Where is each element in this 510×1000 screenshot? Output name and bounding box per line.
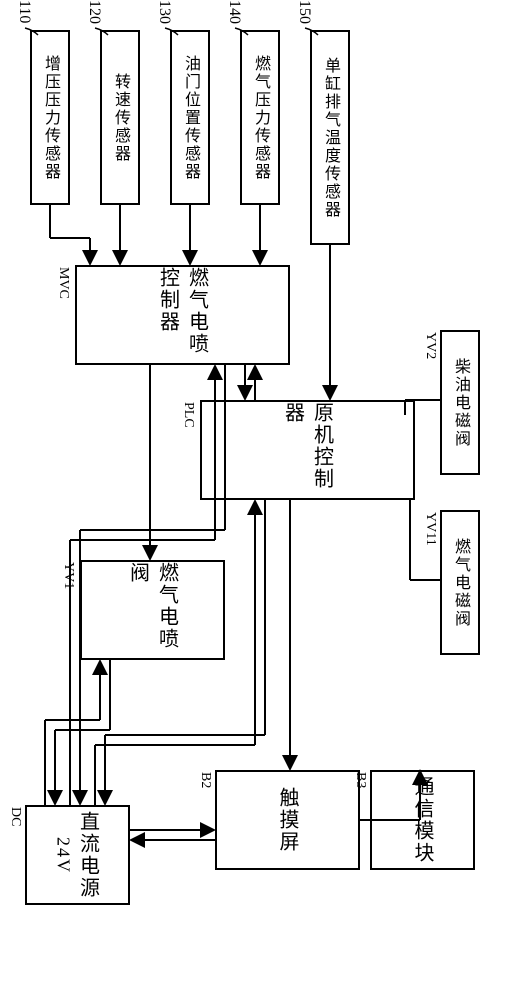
node-label: 燃气压力传感器 bbox=[248, 55, 272, 181]
node-label: 增压压力传感器 bbox=[38, 55, 62, 181]
node-sublabel: 24V bbox=[53, 837, 74, 874]
refnum-120: 120 bbox=[85, 0, 103, 24]
yv1-tag: YV1 bbox=[60, 562, 76, 589]
plc-tag: PLC bbox=[180, 402, 196, 428]
node-label: 柴油电磁阀 bbox=[448, 358, 472, 448]
yv11-tag: YV11 bbox=[422, 512, 438, 546]
dc-tag: DC bbox=[7, 807, 23, 826]
sensor-gas-pressure: 燃气压力传感器 bbox=[240, 30, 280, 205]
b2-tag: B2 bbox=[197, 772, 213, 788]
sensor-boost-pressure: 增压压力传感器 bbox=[30, 30, 70, 205]
node-label: 油门位置传感器 bbox=[178, 55, 202, 181]
node-label: 触摸屏 bbox=[273, 787, 302, 853]
refnum-110: 110 bbox=[15, 0, 33, 23]
gas-solenoid-valve: 燃气电磁阀 bbox=[440, 510, 480, 655]
comm-module: 通信模块 bbox=[370, 770, 475, 870]
node-label: 直流电源 bbox=[74, 811, 103, 899]
diesel-valve: 柴油电磁阀 bbox=[440, 330, 480, 475]
touchscreen: 触摸屏 bbox=[215, 770, 360, 870]
node-label: 燃气电喷控制器 bbox=[154, 267, 212, 363]
gas-injection-valve: 燃气电喷阀 bbox=[80, 560, 225, 660]
sensor-exhaust-temp: 单缸排气温度传感器 bbox=[310, 30, 350, 245]
mvc-controller: 燃气电喷控制器 bbox=[75, 265, 290, 365]
node-label: 通信模块 bbox=[408, 776, 437, 864]
node-label: 燃气电喷阀 bbox=[124, 562, 182, 658]
refnum-140: 140 bbox=[225, 0, 243, 24]
sensor-speed: 转速传感器 bbox=[100, 30, 140, 205]
node-label: 单缸排气温度传感器 bbox=[318, 57, 342, 219]
node-label: 转速传感器 bbox=[108, 73, 132, 163]
dc-power: 24V 直流电源 bbox=[25, 805, 130, 905]
sensor-throttle: 油门位置传感器 bbox=[170, 30, 210, 205]
node-label: 原机控制器 bbox=[279, 402, 337, 498]
node-label: 燃气电磁阀 bbox=[448, 538, 472, 628]
b3-tag: B3 bbox=[352, 772, 368, 788]
mvc-tag: MVC bbox=[55, 267, 71, 299]
plc-controller: 原机控制器 bbox=[200, 400, 415, 500]
refnum-130: 130 bbox=[155, 0, 173, 24]
refnum-150: 150 bbox=[295, 0, 313, 24]
yv2-tag: YV2 bbox=[422, 332, 438, 359]
